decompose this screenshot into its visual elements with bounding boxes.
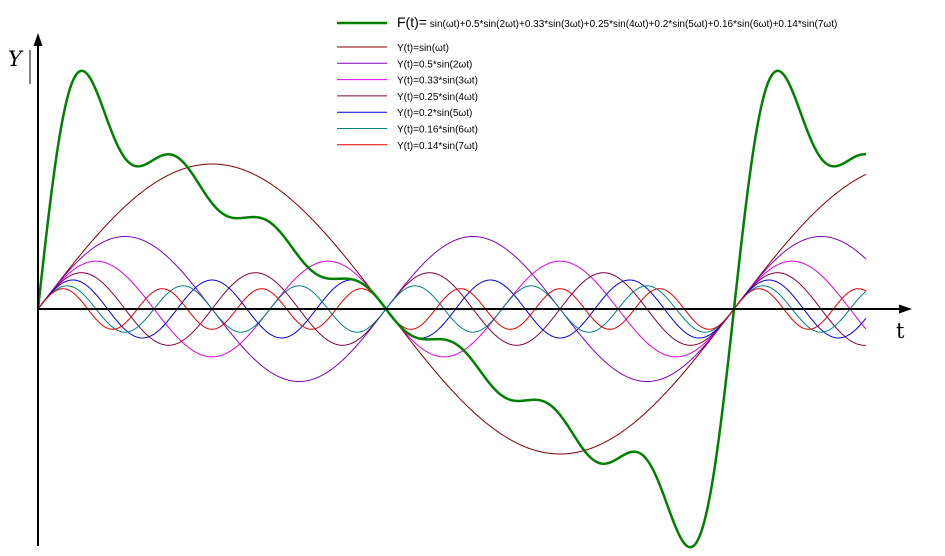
- y-axis-label: Y: [8, 47, 24, 71]
- x-axis-label: t: [896, 319, 905, 343]
- series-line-sum: [36, 69, 867, 549]
- x-axis-arrow: [899, 304, 912, 314]
- legend-label-harmonic-4: Y(t)=0.25*sin(4ωt): [397, 92, 478, 103]
- legend-label-harmonic-3: Y(t)=0.33*sin(3ωt): [397, 76, 478, 87]
- axes: Y t: [8, 33, 912, 546]
- y-axis-arrow: [33, 33, 43, 46]
- legend: F(t)= sin(ωt)+0.5*sin(2ωt)+0.33*sin(3ωt)…: [337, 14, 837, 152]
- legend-label-harmonic-6: Y(t)=0.16*sin(6ωt): [397, 125, 478, 136]
- legend-label-harmonic-5: Y(t)=0.2*sin(5ωt): [397, 108, 472, 119]
- legend-label-sum: F(t)= sin(ωt)+0.5*sin(2ωt)+0.33*sin(3ωt)…: [397, 14, 837, 30]
- legend-label-harmonic-2: Y(t)=0.5*sin(2ωt): [397, 59, 472, 70]
- curves-layer: [36, 69, 867, 549]
- legend-label-harmonic-7: Y(t)=0.14*sin(7ωt): [397, 141, 478, 152]
- legend-label-harmonic-1: Y(t)=sin(ωt): [397, 43, 449, 54]
- series-line-harmonic-7: [37, 288, 867, 330]
